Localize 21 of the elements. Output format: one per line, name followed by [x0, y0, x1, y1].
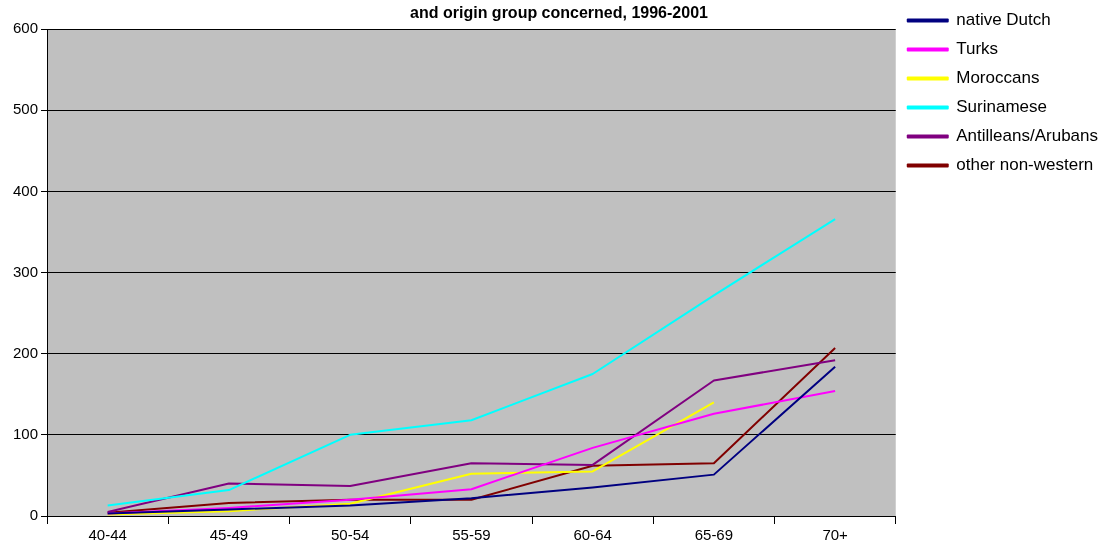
y-tick-label: 200: [13, 343, 39, 361]
x-tick-label: 50-54: [330, 526, 370, 544]
legend-label: other non-western: [956, 155, 1094, 175]
chart-title: and origin group concerned, 1996-2001: [410, 4, 709, 22]
y-tick-label: 400: [13, 181, 39, 199]
x-tick-label: 45-49: [209, 526, 249, 544]
x-tick-label: 40-44: [88, 526, 127, 544]
y-tick-label: 600: [13, 19, 39, 37]
x-tick-label: 60-64: [573, 526, 612, 544]
legend-label: native Dutch: [956, 10, 1051, 30]
legend-label: Turks: [956, 39, 999, 59]
y-tick-label: 500: [13, 100, 39, 118]
legend-label: Antilleans/Arubans: [956, 126, 1099, 146]
y-tick-label: 100: [13, 425, 39, 443]
x-tick-label: 55-59: [452, 526, 491, 544]
y-tick-label: 0: [29, 506, 39, 524]
legend-label: Moroccans: [956, 68, 1040, 88]
legend-label: Surinamese: [956, 97, 1047, 117]
x-tick-label: 65-69: [694, 526, 734, 544]
x-tick-label: 70+: [822, 526, 849, 544]
y-tick-label: 300: [13, 262, 39, 280]
